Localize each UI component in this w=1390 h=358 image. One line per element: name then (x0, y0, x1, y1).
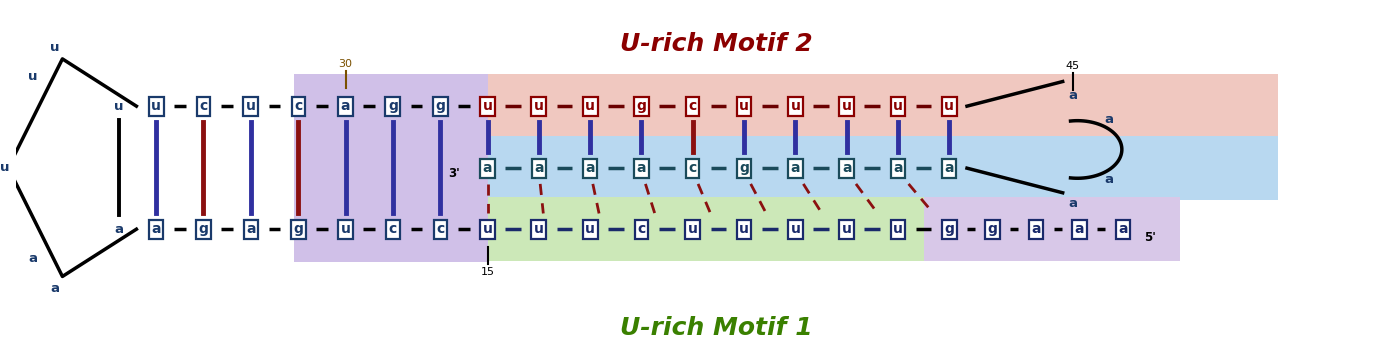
Text: u: u (739, 99, 749, 113)
Text: c: c (389, 222, 398, 236)
Text: g: g (988, 222, 998, 236)
Text: u: u (892, 99, 904, 113)
Text: u: u (842, 222, 852, 236)
Text: u: u (534, 99, 543, 113)
Text: u: u (28, 70, 38, 83)
Text: u: u (152, 99, 161, 113)
Text: U-rich Motif 1: U-rich Motif 1 (620, 316, 813, 340)
Text: c: c (199, 99, 207, 113)
Text: a: a (1118, 222, 1127, 236)
Text: c: c (638, 222, 645, 236)
Text: a: a (585, 161, 595, 175)
Bar (461, 136, 1277, 200)
Text: g: g (199, 222, 208, 236)
Text: 45: 45 (1066, 61, 1080, 71)
Text: 3': 3' (448, 166, 460, 180)
Text: u: u (482, 222, 492, 236)
Text: a: a (1068, 197, 1077, 210)
Text: u: u (534, 222, 543, 236)
Text: 5': 5' (1144, 231, 1156, 243)
Text: u: u (688, 222, 698, 236)
Text: a: a (894, 161, 902, 175)
Text: a: a (341, 99, 350, 113)
Text: a: a (1074, 222, 1084, 236)
Text: u: u (892, 222, 904, 236)
Text: a: a (1068, 89, 1077, 102)
Text: c: c (436, 222, 445, 236)
Bar (295, 74, 488, 262)
Text: g: g (944, 222, 954, 236)
Text: a: a (842, 161, 852, 175)
Text: u: u (114, 100, 124, 113)
Text: a: a (28, 252, 38, 265)
Text: a: a (114, 223, 124, 236)
Text: c: c (688, 99, 696, 113)
Text: u: u (739, 222, 749, 236)
Text: a: a (1105, 113, 1113, 126)
Text: u: u (791, 99, 801, 113)
Text: u: u (791, 222, 801, 236)
Text: a: a (50, 282, 58, 295)
Text: u: u (944, 99, 954, 113)
Text: g: g (435, 99, 445, 113)
Text: 30: 30 (339, 59, 353, 69)
Text: a: a (1031, 222, 1041, 236)
Text: u: u (0, 161, 10, 174)
Bar (461, 74, 1277, 169)
Text: a: a (482, 161, 492, 175)
Text: u: u (585, 222, 595, 236)
Text: a: a (637, 161, 646, 175)
Text: c: c (295, 99, 302, 113)
Text: u: u (482, 99, 492, 113)
Bar (923, 197, 1180, 261)
Text: a: a (944, 161, 954, 175)
Bar (461, 197, 926, 261)
Text: U-rich Motif 2: U-rich Motif 2 (620, 32, 813, 56)
Text: g: g (739, 161, 749, 175)
Text: c: c (688, 161, 696, 175)
Text: a: a (791, 161, 801, 175)
Text: g: g (293, 222, 303, 236)
Text: u: u (341, 222, 350, 236)
Text: u: u (50, 40, 60, 54)
Text: a: a (152, 222, 161, 236)
Text: u: u (246, 99, 256, 113)
Text: a: a (534, 161, 543, 175)
Text: g: g (388, 99, 398, 113)
Text: a: a (1105, 173, 1113, 185)
Text: g: g (637, 99, 646, 113)
Text: 15: 15 (481, 267, 495, 277)
Text: u: u (842, 99, 852, 113)
Text: u: u (585, 99, 595, 113)
Text: a: a (246, 222, 256, 236)
